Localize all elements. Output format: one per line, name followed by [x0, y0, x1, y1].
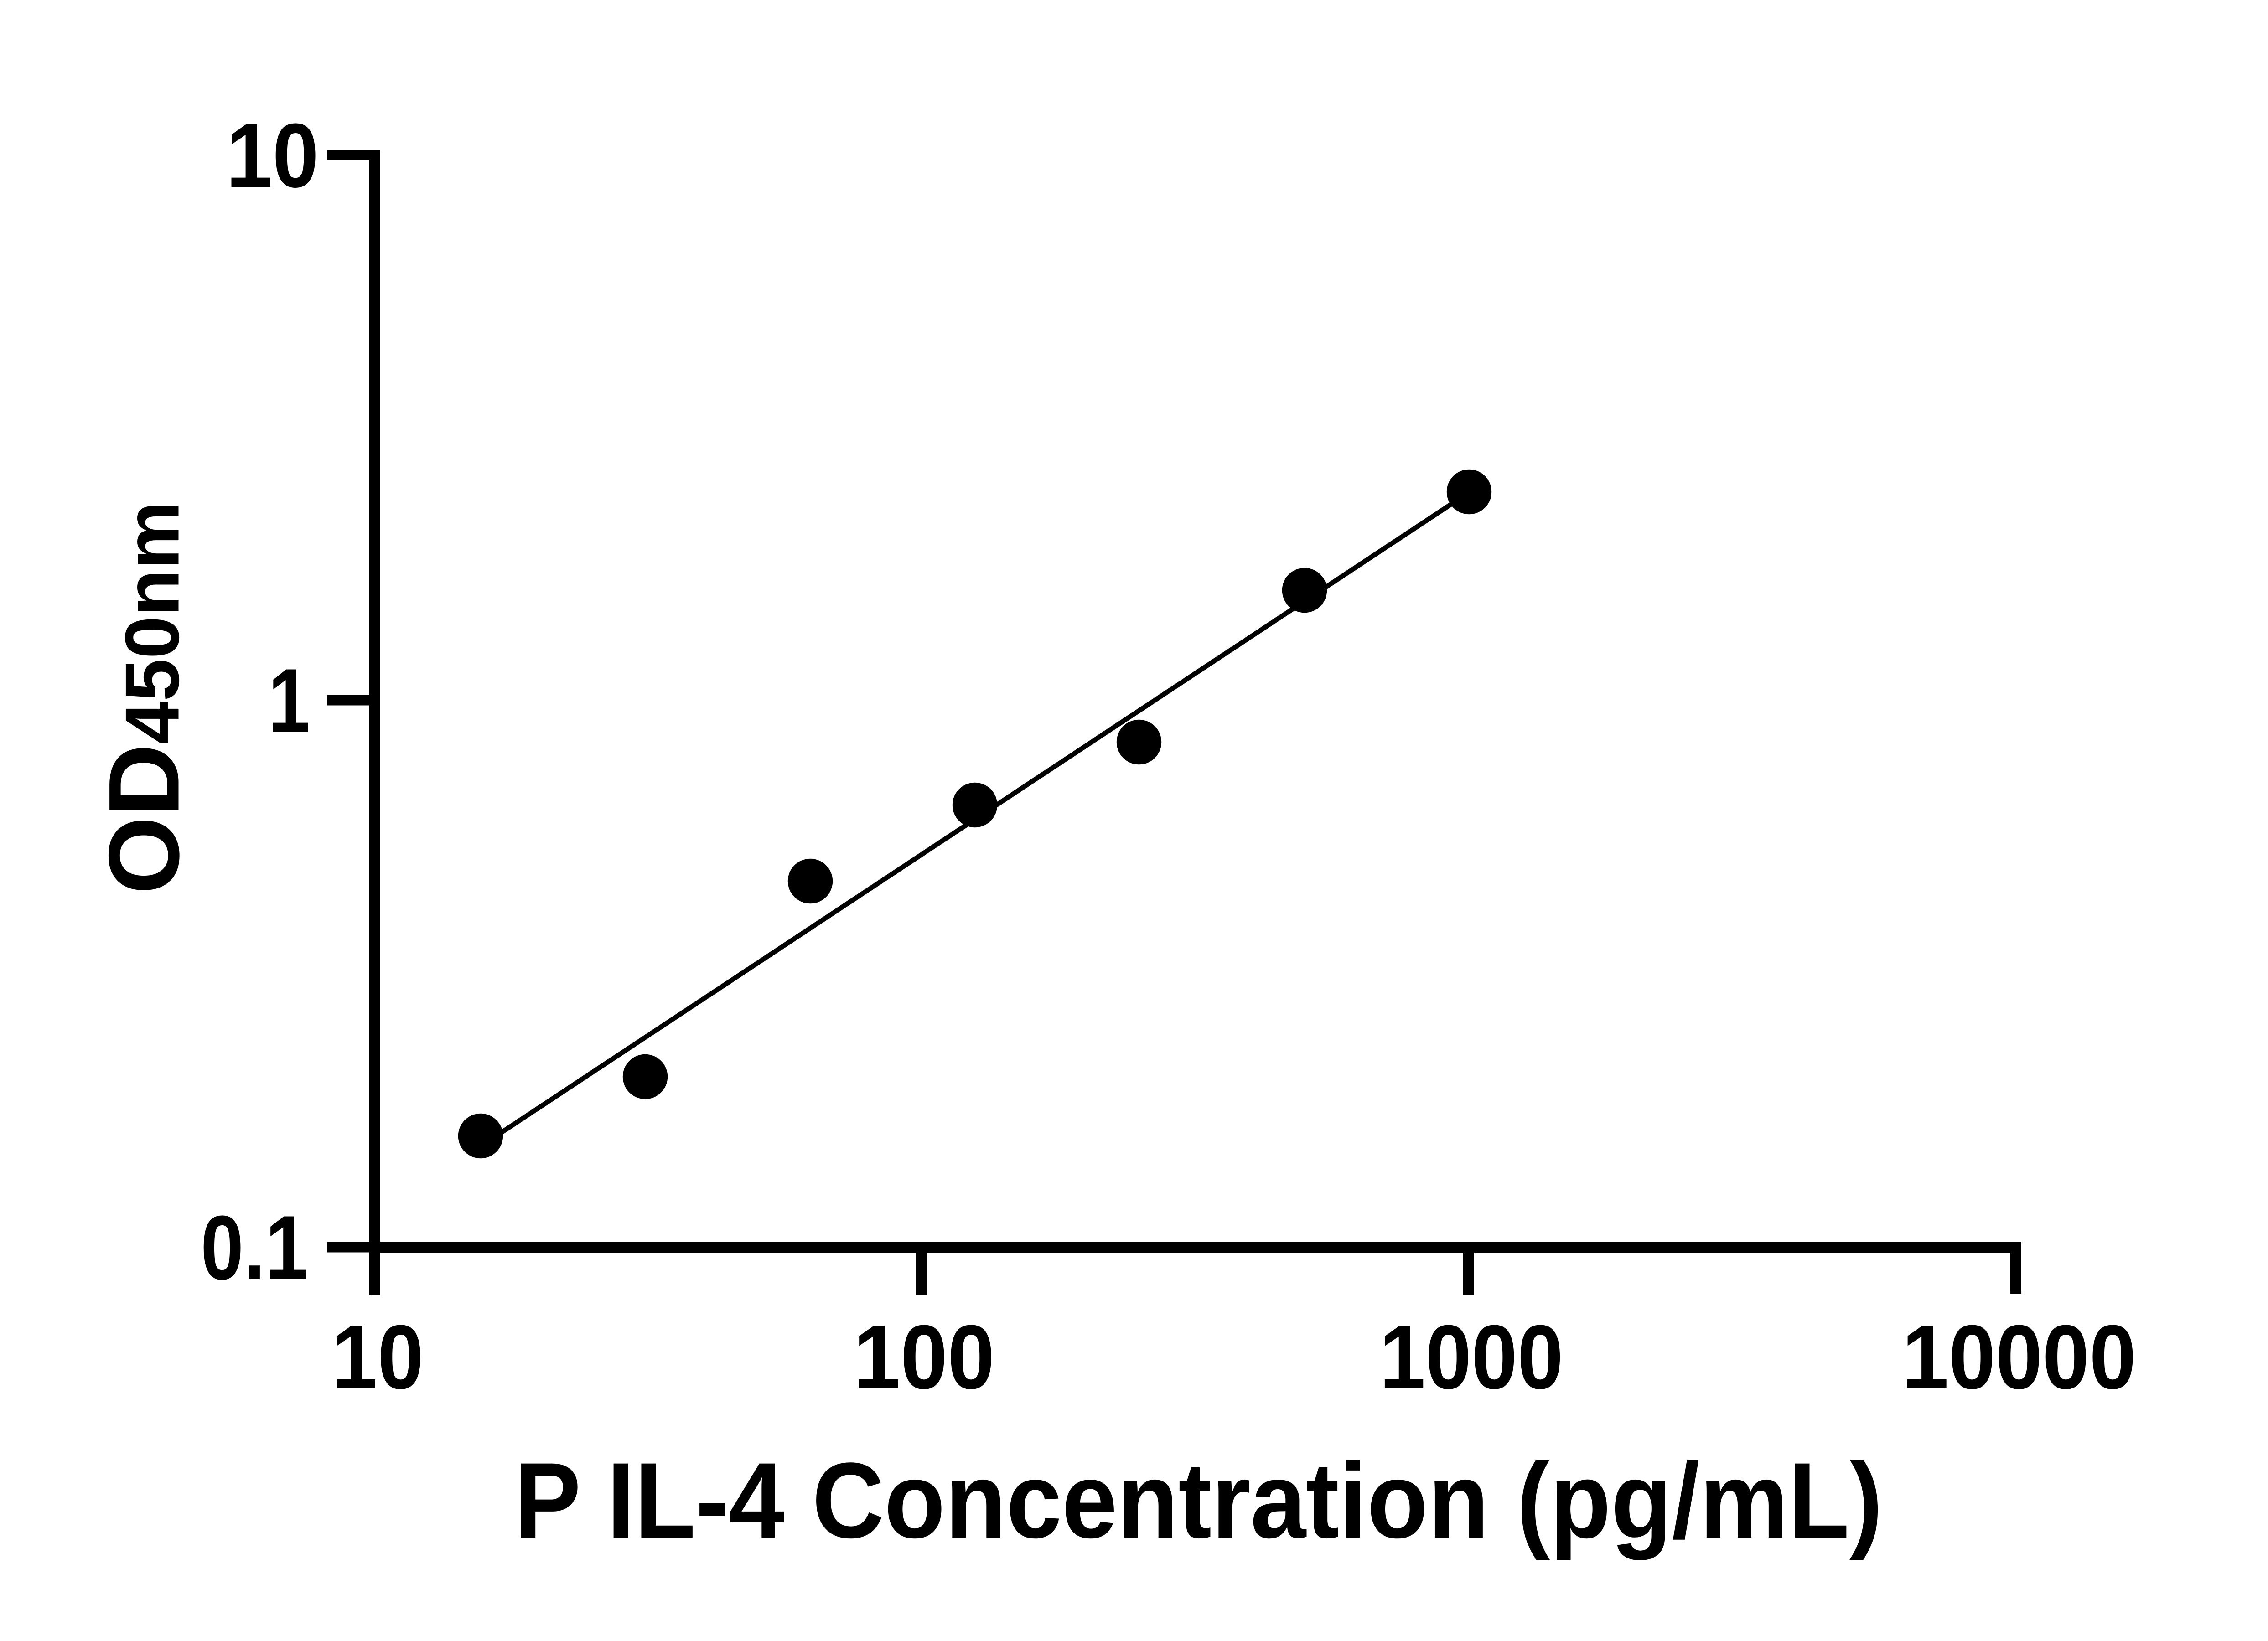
svg-text:10: 10 — [331, 1306, 424, 1408]
svg-text:1000: 1000 — [1380, 1306, 1564, 1408]
svg-text:P IL-4 Concentration (pg/mL): P IL-4 Concentration (pg/mL) — [514, 1440, 1883, 1561]
svg-text:0.1: 0.1 — [201, 1197, 308, 1299]
svg-text:10000: 10000 — [1902, 1306, 2136, 1408]
svg-text:100: 100 — [854, 1306, 995, 1408]
svg-text:1: 1 — [268, 650, 310, 752]
svg-text:10: 10 — [226, 105, 319, 206]
